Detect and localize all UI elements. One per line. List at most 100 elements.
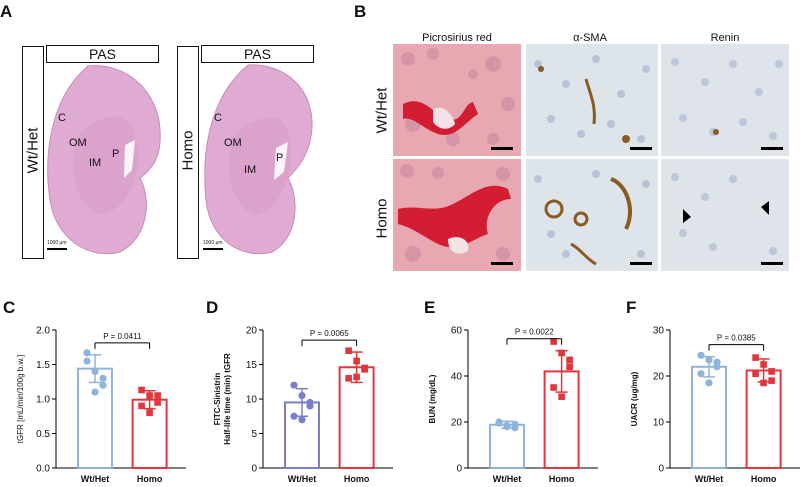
group-box-homo: Homo bbox=[177, 46, 199, 259]
data-point-d-1 bbox=[345, 375, 352, 382]
data-point-c-0 bbox=[99, 374, 107, 382]
data-point-d-1 bbox=[353, 373, 360, 381]
y-axis-label-e: BUN (mg/dL) bbox=[428, 374, 437, 423]
region-label-p-1: P bbox=[112, 148, 120, 160]
y-tick-label-d: 15 bbox=[246, 360, 258, 371]
chart-d: 0 5 10 15 20 FITC-Sinistrin Half-life time (mi… bbox=[213, 326, 393, 484]
y-tick-label-e: 40 bbox=[451, 372, 463, 383]
y-tick-label-c: 1.0 bbox=[36, 395, 50, 406]
micrograph-renin-homo bbox=[661, 159, 789, 271]
y-tick-label-d: 20 bbox=[246, 326, 258, 337]
y-tick-label-c: 0.5 bbox=[36, 429, 50, 440]
panel-label-c: C bbox=[3, 298, 16, 317]
y-tick-label-f: 10 bbox=[653, 418, 665, 429]
x-tick-label-d-1: Homo bbox=[344, 474, 370, 484]
data-point-f-0 bbox=[713, 358, 721, 366]
y-axis-label-f: UACR (ug/mg) bbox=[630, 371, 639, 426]
bar-c-0 bbox=[77, 367, 113, 470]
stain-header-2: PAS bbox=[201, 45, 314, 63]
data-point-c-0 bbox=[83, 349, 91, 357]
y-tick-label-f: 0 bbox=[658, 464, 664, 475]
group-box-wt-het: Wt/Het bbox=[22, 46, 44, 259]
data-point-f-0 bbox=[705, 379, 713, 387]
data-point-d-1 bbox=[361, 366, 368, 373]
scale-text-a1: 1000 μm bbox=[47, 240, 67, 246]
y-axis-label-d: FITC-Sinistrin bbox=[213, 373, 222, 426]
data-point-f-1 bbox=[752, 354, 759, 361]
column-title-picrosirius: Picrosirius red bbox=[422, 32, 492, 44]
scale-bar-a1 bbox=[47, 248, 67, 250]
column-title-asma: α-SMA bbox=[573, 32, 607, 44]
stain-header-1: PAS bbox=[46, 45, 159, 63]
x-tick-label-d-0: Wt/Het bbox=[288, 474, 317, 484]
data-point-c-1 bbox=[146, 392, 153, 399]
region-label-im-2: IM bbox=[244, 164, 257, 176]
data-point-e-1 bbox=[566, 356, 573, 364]
region-label-p-2: P bbox=[276, 152, 284, 164]
region-label-om-2: OM bbox=[224, 137, 242, 149]
y-axis-label-c: tGFR [mL/min/100g b.w.] bbox=[16, 355, 25, 443]
panel-label-f: F bbox=[626, 298, 637, 317]
data-point-f-1 bbox=[768, 377, 775, 384]
y-tick-label-f: 20 bbox=[653, 372, 665, 383]
panel-label-a: A bbox=[0, 2, 13, 21]
data-point-c-0 bbox=[99, 381, 107, 389]
region-label-im-1: IM bbox=[89, 157, 102, 169]
x-tick-label-c-1: Homo bbox=[137, 474, 163, 484]
data-point-d-0 bbox=[290, 381, 298, 389]
region-label-c-1: C bbox=[58, 112, 66, 124]
y-tick-label-e: 60 bbox=[451, 326, 463, 337]
data-point-c-1 bbox=[138, 386, 145, 394]
data-point-d-1 bbox=[345, 347, 352, 354]
micrograph-picrosirius-wt-het bbox=[393, 44, 521, 156]
p-value-c: P = 0.0411 bbox=[103, 332, 142, 341]
micrograph-asma-wt-het bbox=[526, 44, 658, 156]
data-point-d-0 bbox=[290, 412, 298, 420]
data-point-e-0 bbox=[503, 423, 511, 431]
data-point-d-0 bbox=[306, 398, 314, 407]
data-point-f-1 bbox=[760, 361, 767, 368]
region-label-om-1: OM bbox=[69, 137, 87, 149]
data-point-d-0 bbox=[298, 391, 306, 400]
panel-label-d: D bbox=[206, 298, 219, 317]
micrograph-renin-wt-het bbox=[661, 44, 789, 156]
scale-text-a2: 1000 μm bbox=[203, 240, 223, 246]
data-point-c-0 bbox=[83, 357, 91, 365]
data-point-f-0 bbox=[697, 351, 705, 359]
data-point-c-1 bbox=[154, 392, 161, 399]
data-point-e-0 bbox=[495, 419, 503, 427]
data-point-d-1 bbox=[353, 357, 360, 365]
micrograph-picrosirius-homo bbox=[393, 159, 521, 271]
data-point-e-1 bbox=[558, 349, 565, 357]
data-point-f-1 bbox=[760, 379, 767, 387]
y-tick-label-f: 30 bbox=[653, 326, 665, 337]
data-point-e-1 bbox=[558, 393, 565, 400]
x-tick-label-f-0: Wt/Het bbox=[695, 474, 724, 484]
y-tick-label-c: 0.0 bbox=[36, 464, 50, 475]
x-tick-label-c-0: Wt/Het bbox=[81, 474, 110, 484]
bar-d-1 bbox=[338, 366, 375, 470]
micrograph-asma-homo bbox=[526, 159, 658, 271]
p-value-e: P = 0.0022 bbox=[515, 328, 554, 337]
data-point-d-0 bbox=[298, 416, 306, 424]
y-tick-label-c: 2.0 bbox=[36, 326, 50, 337]
y-tick-label-d: 5 bbox=[251, 429, 257, 440]
kidney-section-wt-het bbox=[47, 65, 161, 255]
y-tick-label-e: 0 bbox=[456, 464, 462, 475]
data-point-e-1 bbox=[550, 338, 557, 345]
panel-label-e: E bbox=[424, 298, 436, 317]
kidney-section-homo bbox=[204, 64, 313, 255]
data-point-f-0 bbox=[705, 356, 713, 364]
chart-f: 0 10 20 30 UACR (ug/mg) Wt/Het Homo P = 0.0385 bbox=[630, 326, 800, 484]
data-point-e-1 bbox=[550, 384, 557, 391]
data-point-c-0 bbox=[91, 367, 99, 375]
data-point-e-1 bbox=[566, 363, 573, 371]
bar-f-1 bbox=[745, 369, 782, 470]
x-tick-label-f-1: Homo bbox=[751, 474, 777, 484]
p-value-d: P = 0.0065 bbox=[310, 329, 349, 338]
y-tick-label-d: 10 bbox=[246, 395, 258, 406]
panel-label-b: B bbox=[354, 2, 367, 21]
bar-e-0 bbox=[489, 423, 525, 470]
data-point-c-1 bbox=[154, 399, 161, 406]
